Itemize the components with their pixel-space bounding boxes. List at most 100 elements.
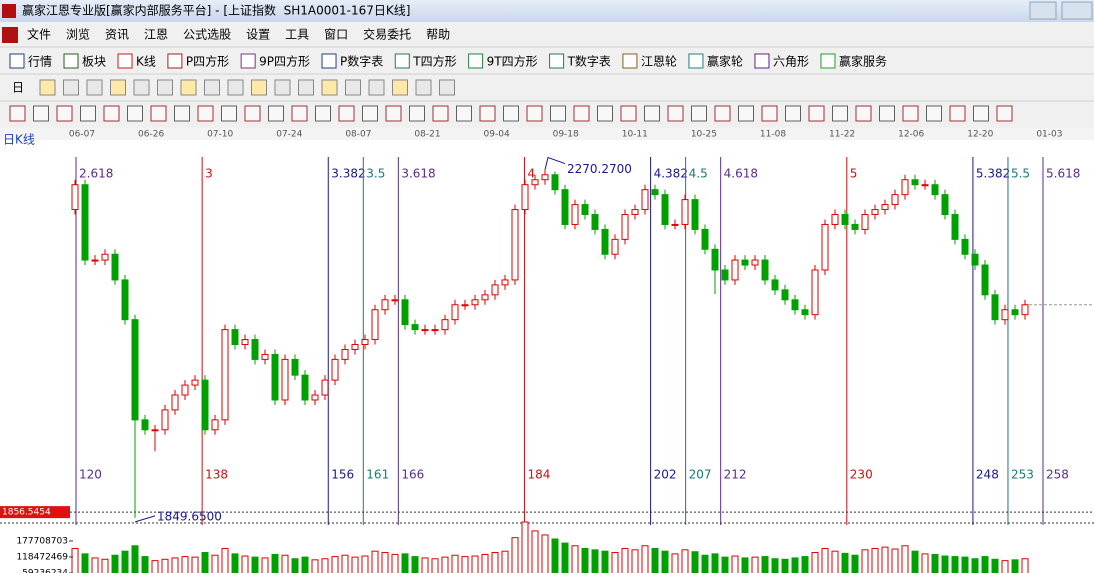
period-selector[interactable]: 日 xyxy=(12,81,24,95)
icon-button[interactable] xyxy=(644,105,660,122)
icon-button[interactable] xyxy=(597,105,613,122)
icon-button[interactable] xyxy=(392,79,408,96)
icon-button[interactable] xyxy=(855,105,872,122)
candle-body xyxy=(601,228,609,255)
candle-body xyxy=(611,238,619,255)
icon-button[interactable] xyxy=(691,105,707,122)
tool-button[interactable]: 江恩轮 xyxy=(641,55,677,69)
icon-button[interactable] xyxy=(338,105,355,122)
icon-button[interactable] xyxy=(973,105,989,122)
tool-button[interactable]: T数字表 xyxy=(567,54,611,69)
icon-button[interactable] xyxy=(439,79,455,96)
icon-button[interactable] xyxy=(573,105,590,122)
icon-button[interactable] xyxy=(620,105,637,122)
icon-button[interactable] xyxy=(321,79,338,96)
menu-item[interactable]: 工具 xyxy=(285,28,309,42)
icon-button[interactable] xyxy=(221,105,237,122)
volume-bar xyxy=(891,548,899,573)
menu-item[interactable]: 文件 xyxy=(27,27,51,42)
icon-button[interactable] xyxy=(180,79,197,96)
icon-button[interactable] xyxy=(432,105,449,122)
menu-item[interactable]: 交易委托 xyxy=(363,27,411,42)
icon-button[interactable] xyxy=(251,79,267,96)
icon-button[interactable] xyxy=(714,105,731,122)
icon-button[interactable] xyxy=(298,79,314,96)
menu-item[interactable]: 公式选股 xyxy=(183,28,231,42)
tool-button[interactable]: 行情 xyxy=(28,55,52,69)
menu-item[interactable]: 窗口 xyxy=(324,28,348,42)
icon-button[interactable] xyxy=(926,105,942,122)
icon-button[interactable] xyxy=(157,79,173,96)
icon-button[interactable] xyxy=(9,105,26,122)
price-label: 1856.5454 xyxy=(2,508,51,518)
icon-button[interactable] xyxy=(368,79,385,96)
icon-button[interactable] xyxy=(39,79,56,96)
date-label: 08-07 xyxy=(345,130,371,140)
tool-button[interactable]: 六角形 xyxy=(773,55,809,69)
icon-button[interactable] xyxy=(227,79,244,96)
icon-button[interactable] xyxy=(761,105,778,122)
icon-button[interactable] xyxy=(996,105,1013,122)
candle-body xyxy=(241,339,249,346)
tool-button[interactable]: T四方形 xyxy=(412,54,456,69)
tool-icon xyxy=(820,53,836,69)
icon-button[interactable] xyxy=(291,105,308,122)
icon-button[interactable] xyxy=(667,105,684,122)
icon-button[interactable] xyxy=(103,105,120,122)
candle-body xyxy=(791,299,799,311)
candle-body xyxy=(321,379,329,396)
tool-button[interactable]: 板块 xyxy=(82,55,106,69)
menu-item[interactable]: 江恩 xyxy=(144,28,168,42)
cycle-bar: 120 xyxy=(79,468,102,482)
icon-button[interactable] xyxy=(174,105,190,122)
icon-button[interactable] xyxy=(110,79,126,96)
icon-button[interactable] xyxy=(133,79,150,96)
icon-button[interactable] xyxy=(550,105,566,122)
icon-button[interactable] xyxy=(80,105,96,122)
tool-button[interactable]: P数字表 xyxy=(340,54,383,69)
icon-button[interactable] xyxy=(409,105,425,122)
icon-button[interactable] xyxy=(362,105,378,122)
icon-button[interactable] xyxy=(456,105,472,122)
menu-item[interactable]: 设置 xyxy=(246,28,270,42)
icon-button[interactable] xyxy=(204,79,220,96)
icon-button[interactable] xyxy=(526,105,543,122)
icon-button[interactable] xyxy=(345,79,361,96)
icon-button[interactable] xyxy=(33,105,49,122)
icon-button[interactable] xyxy=(879,105,895,122)
icon-button[interactable] xyxy=(785,105,801,122)
icon-button[interactable] xyxy=(268,105,284,122)
menu-item[interactable]: 帮助 xyxy=(426,28,450,42)
icon-button[interactable] xyxy=(479,105,496,122)
icon-button[interactable] xyxy=(244,105,261,122)
tool-button[interactable]: 赢家服务 xyxy=(839,54,887,69)
icon-button[interactable] xyxy=(902,105,919,122)
icon-button[interactable] xyxy=(150,105,167,122)
icon-button[interactable] xyxy=(385,105,402,122)
menu-item[interactable]: 浏览 xyxy=(66,27,90,42)
icon-button[interactable] xyxy=(274,79,291,96)
icon-button[interactable] xyxy=(949,105,966,122)
tool-button[interactable]: K线 xyxy=(136,55,156,69)
icon-button[interactable] xyxy=(197,105,214,122)
menu-item[interactable]: 资讯 xyxy=(105,28,129,42)
minimize-button[interactable] xyxy=(1029,1,1057,20)
icon-button[interactable] xyxy=(415,79,432,96)
icon-button[interactable] xyxy=(63,79,79,96)
candle-body xyxy=(191,379,199,386)
icon-button[interactable] xyxy=(86,79,103,96)
tool-button[interactable]: 赢家轮 xyxy=(707,54,743,69)
tool-button[interactable]: 9T四方形 xyxy=(487,54,538,69)
maximize-button[interactable] xyxy=(1061,1,1093,20)
icon-button[interactable] xyxy=(808,105,825,122)
icon-button[interactable] xyxy=(315,105,331,122)
cycle-bar: 166 xyxy=(401,468,424,482)
icon-button[interactable] xyxy=(503,105,519,122)
icon-button[interactable] xyxy=(738,105,754,122)
candle-body xyxy=(681,199,689,225)
icon-button[interactable] xyxy=(127,105,143,122)
icon-button[interactable] xyxy=(832,105,848,122)
tool-button[interactable]: P四方形 xyxy=(186,54,229,69)
tool-button[interactable]: 9P四方形 xyxy=(259,54,310,69)
icon-button[interactable] xyxy=(56,105,73,122)
